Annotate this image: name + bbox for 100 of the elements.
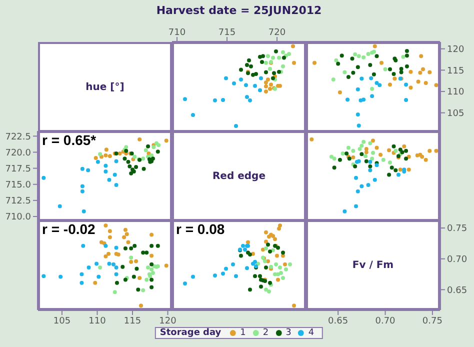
point	[291, 44, 295, 48]
point	[281, 50, 285, 54]
point	[126, 160, 130, 164]
x-tick-label: 720	[268, 28, 286, 38]
point	[86, 265, 91, 270]
point	[239, 68, 243, 72]
point	[416, 80, 420, 84]
point	[128, 164, 132, 168]
point	[108, 229, 112, 234]
point	[144, 250, 149, 255]
point	[269, 82, 273, 87]
point	[150, 254, 154, 258]
x-tick-label: 115	[124, 316, 142, 326]
y-tick-label: 712.5	[5, 196, 31, 207]
text: Red edge	[172, 131, 306, 221]
point	[364, 147, 368, 151]
text: hue [°]	[38, 42, 172, 132]
point	[104, 153, 108, 158]
point	[108, 154, 112, 158]
point	[138, 304, 143, 308]
point	[342, 209, 347, 214]
point	[120, 264, 125, 269]
point	[164, 264, 168, 268]
point	[224, 76, 228, 80]
point	[114, 159, 118, 164]
point	[360, 184, 364, 188]
point	[401, 54, 406, 59]
point	[374, 80, 379, 85]
point	[372, 178, 377, 182]
point	[150, 262, 154, 266]
point	[241, 244, 245, 248]
point	[114, 246, 118, 250]
point	[418, 70, 422, 75]
annotation: Fv / Fm	[306, 220, 440, 310]
point	[244, 83, 248, 88]
point	[245, 266, 249, 270]
point	[276, 278, 280, 282]
y-tick-label: 710.0	[5, 212, 32, 223]
point	[268, 86, 272, 91]
point	[266, 54, 270, 58]
point	[264, 70, 268, 74]
point	[259, 76, 263, 80]
point	[261, 54, 265, 58]
point	[278, 224, 282, 228]
x-tick-label: 0.65	[328, 316, 348, 326]
point	[374, 146, 379, 150]
y-tick-label: 0.70	[447, 255, 468, 266]
point	[258, 274, 262, 278]
point	[104, 164, 108, 168]
legend-label: 1	[240, 328, 246, 338]
point	[283, 262, 287, 266]
point	[191, 274, 195, 279]
chart-title: Harvest date = 25JUN2012	[155, 4, 323, 17]
point	[346, 74, 350, 79]
point	[134, 259, 138, 264]
point	[434, 83, 438, 88]
point	[271, 248, 275, 252]
point	[129, 171, 134, 176]
point	[141, 156, 146, 161]
legend-title: Storage day	[160, 328, 222, 338]
point	[142, 166, 146, 171]
point	[243, 248, 247, 252]
point	[404, 148, 408, 153]
point	[387, 172, 392, 177]
point	[268, 66, 272, 71]
point	[122, 156, 127, 161]
point	[332, 166, 336, 170]
legend-label: 4	[308, 328, 314, 338]
point	[221, 98, 225, 102]
point	[96, 160, 100, 164]
point	[264, 240, 268, 244]
point	[129, 246, 134, 250]
point	[346, 146, 350, 150]
point	[370, 86, 374, 91]
point	[364, 150, 368, 154]
point	[368, 168, 372, 172]
point	[213, 273, 217, 278]
point	[96, 274, 101, 279]
point	[421, 67, 426, 72]
point	[342, 70, 347, 74]
point	[213, 98, 217, 102]
point	[164, 138, 168, 143]
y-tick-label: 715.0	[5, 180, 32, 191]
point	[150, 156, 155, 161]
point	[123, 228, 128, 232]
point	[404, 156, 408, 161]
x-tick-label: 120	[159, 316, 177, 326]
point	[408, 86, 413, 90]
point	[351, 148, 356, 153]
point	[329, 154, 334, 159]
point	[360, 76, 364, 81]
point	[98, 265, 102, 270]
annotation: r = -0.02	[42, 221, 96, 237]
point	[360, 152, 364, 156]
x-tick-label: 710	[168, 28, 186, 38]
point	[368, 141, 372, 146]
annotation: r = 0.08	[176, 221, 225, 237]
point	[281, 254, 285, 258]
point	[247, 58, 251, 62]
point	[129, 256, 134, 260]
